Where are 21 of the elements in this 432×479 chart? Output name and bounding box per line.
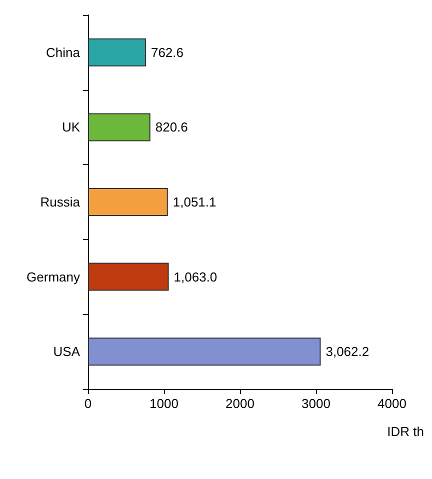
y-tick-label: UK [62, 120, 80, 135]
bar [88, 113, 150, 142]
bar [88, 262, 169, 291]
data-label: 820.6 [155, 120, 188, 135]
bar [88, 38, 146, 66]
bar [88, 338, 321, 366]
y-tick-label: Russia [40, 194, 81, 210]
data-label: 1,051.1 [172, 194, 216, 210]
x-tick-label: 4000 [378, 396, 406, 411]
data-label: 3,062.2 [326, 344, 370, 360]
x-tick-label: 2000 [226, 396, 254, 411]
bar [88, 188, 168, 216]
y-tick-label: USA [53, 344, 80, 360]
data-label: 762.6 [150, 44, 184, 60]
x-tick-label: 1000 [150, 396, 178, 411]
y-tick-label: Germany [26, 269, 80, 284]
data-label: 1,063.0 [174, 269, 218, 284]
y-tick-label: China [46, 44, 81, 60]
x-tick-label: 3000 [302, 396, 330, 411]
x-axis-title: IDR th [387, 424, 424, 439]
x-tick-label: 0 [84, 396, 92, 411]
